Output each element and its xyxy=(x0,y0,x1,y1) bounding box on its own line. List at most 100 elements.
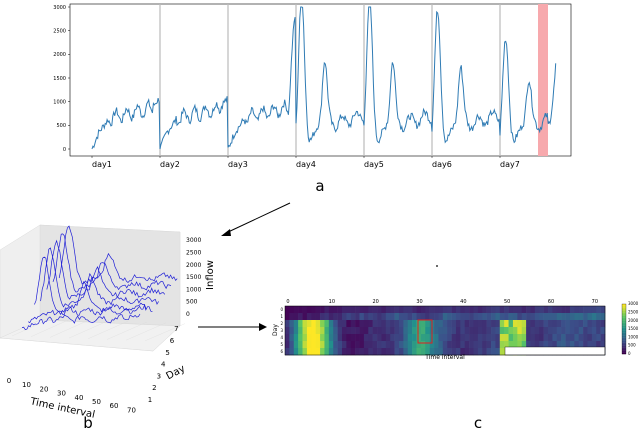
heatmap-cell xyxy=(359,313,365,321)
heatmap-cell xyxy=(482,320,487,328)
x-tick-label: 70 xyxy=(592,299,598,305)
heatmap-cell xyxy=(403,348,409,356)
heatmap-cell xyxy=(565,320,571,328)
heatmap-cell xyxy=(438,306,444,314)
heatmap-cell xyxy=(398,334,404,342)
x-tick-label: 70 xyxy=(127,406,136,414)
panel-c-missing-region xyxy=(504,346,606,356)
heatmap-cell xyxy=(298,306,303,314)
y-tick-label: 5 xyxy=(280,342,283,347)
heatmap-cell xyxy=(530,334,536,342)
heatmap-cell xyxy=(438,320,444,328)
heatmap-cell xyxy=(530,313,536,321)
heatmap-cell xyxy=(398,320,404,328)
heatmap-cell xyxy=(451,327,457,335)
heatmap-cell xyxy=(320,320,325,328)
heatmap-cell xyxy=(473,348,479,356)
heatmap-cell xyxy=(565,306,571,314)
heatmap-cell xyxy=(447,341,452,349)
heatmap-cell xyxy=(578,341,584,349)
heatmap-cell xyxy=(298,327,303,335)
heatmap-cell xyxy=(596,313,601,321)
colorbar-segment xyxy=(622,314,626,316)
heatmap-cell xyxy=(482,341,487,349)
heatmap-cell xyxy=(368,306,373,314)
heatmap-cell xyxy=(469,313,474,321)
heatmap-cell xyxy=(390,334,395,342)
heatmap-cell xyxy=(394,348,400,356)
heatmap-cell xyxy=(416,320,422,328)
heatmap-cell xyxy=(407,306,413,314)
day-line xyxy=(52,233,172,293)
day-tick-label: 1 xyxy=(148,396,152,404)
heatmap-cell xyxy=(434,306,439,314)
heatmap-cell xyxy=(477,306,483,314)
day-label: day1 xyxy=(92,160,112,169)
heatmap-cell xyxy=(333,320,338,328)
heatmap-cell xyxy=(381,348,387,356)
colorbar-segment xyxy=(622,317,626,320)
heatmap-cell xyxy=(464,306,470,314)
heatmap-cell xyxy=(328,306,334,314)
heatmap-cell xyxy=(517,334,523,342)
heatmap-cell xyxy=(504,327,509,335)
heatmap-cell xyxy=(543,313,549,321)
heatmap-cell xyxy=(574,313,579,321)
heatmap-cell xyxy=(416,313,422,321)
heatmap-cell xyxy=(346,327,352,335)
heatmap-cell xyxy=(302,348,308,356)
colorbar-segment xyxy=(622,326,626,328)
heatmap-cell xyxy=(337,348,343,356)
inflow-tick-label: 0 xyxy=(186,311,190,318)
heatmap-cell xyxy=(328,341,334,349)
heatmap-cell xyxy=(372,327,378,335)
heatmap-cell xyxy=(302,334,308,342)
x-tick-label: 30 xyxy=(57,390,66,398)
heatmap-cell xyxy=(302,306,308,314)
heatmap-cell xyxy=(315,320,321,328)
heatmap-cell xyxy=(337,341,343,349)
heatmap-cell xyxy=(398,313,404,321)
heatmap-cell xyxy=(526,306,531,314)
heatmap-cell xyxy=(539,320,544,328)
heatmap-cell xyxy=(521,313,527,321)
heatmap-cell xyxy=(486,306,492,314)
heatmap-cell xyxy=(420,320,426,328)
heatmap-cell xyxy=(455,306,461,314)
colorbar-segment xyxy=(622,336,626,338)
heatmap-cell xyxy=(491,313,496,321)
heatmap-cell xyxy=(302,320,308,328)
colorbar-segment xyxy=(622,309,626,311)
heatmap-cell xyxy=(451,334,457,342)
heatmap-cell xyxy=(320,341,325,349)
heatmap-cell xyxy=(477,341,483,349)
heatmap-cell xyxy=(306,306,312,314)
heatmap-cell xyxy=(600,306,606,314)
colorbar-segment xyxy=(622,335,626,337)
heatmap-cell xyxy=(363,327,369,335)
heatmap-cell xyxy=(469,306,474,314)
x-tick-label: 20 xyxy=(40,385,49,393)
heatmap-cell xyxy=(412,341,417,349)
heatmap-cell xyxy=(464,334,470,342)
heatmap-cell xyxy=(521,341,527,349)
heatmap-cell xyxy=(355,327,360,335)
x-tick-label: 20 xyxy=(372,299,378,305)
heatmap-cell xyxy=(359,320,365,328)
heatmap-cell xyxy=(578,320,584,328)
heatmap-cell xyxy=(289,334,295,342)
heatmap-cell xyxy=(381,341,387,349)
panel-c-highlight-box xyxy=(417,319,433,344)
heatmap-cell xyxy=(385,348,391,356)
heatmap-cell xyxy=(455,320,461,328)
heatmap-cell xyxy=(315,306,321,314)
heatmap-cell xyxy=(600,313,606,321)
heatmap-cell xyxy=(491,341,496,349)
heatmap-cell xyxy=(451,320,457,328)
heatmap-cell xyxy=(565,334,571,342)
heatmap-cell xyxy=(416,341,422,349)
heatmap-cell xyxy=(398,341,404,349)
colorbar-segment xyxy=(622,337,626,340)
heatmap-cell xyxy=(442,320,448,328)
